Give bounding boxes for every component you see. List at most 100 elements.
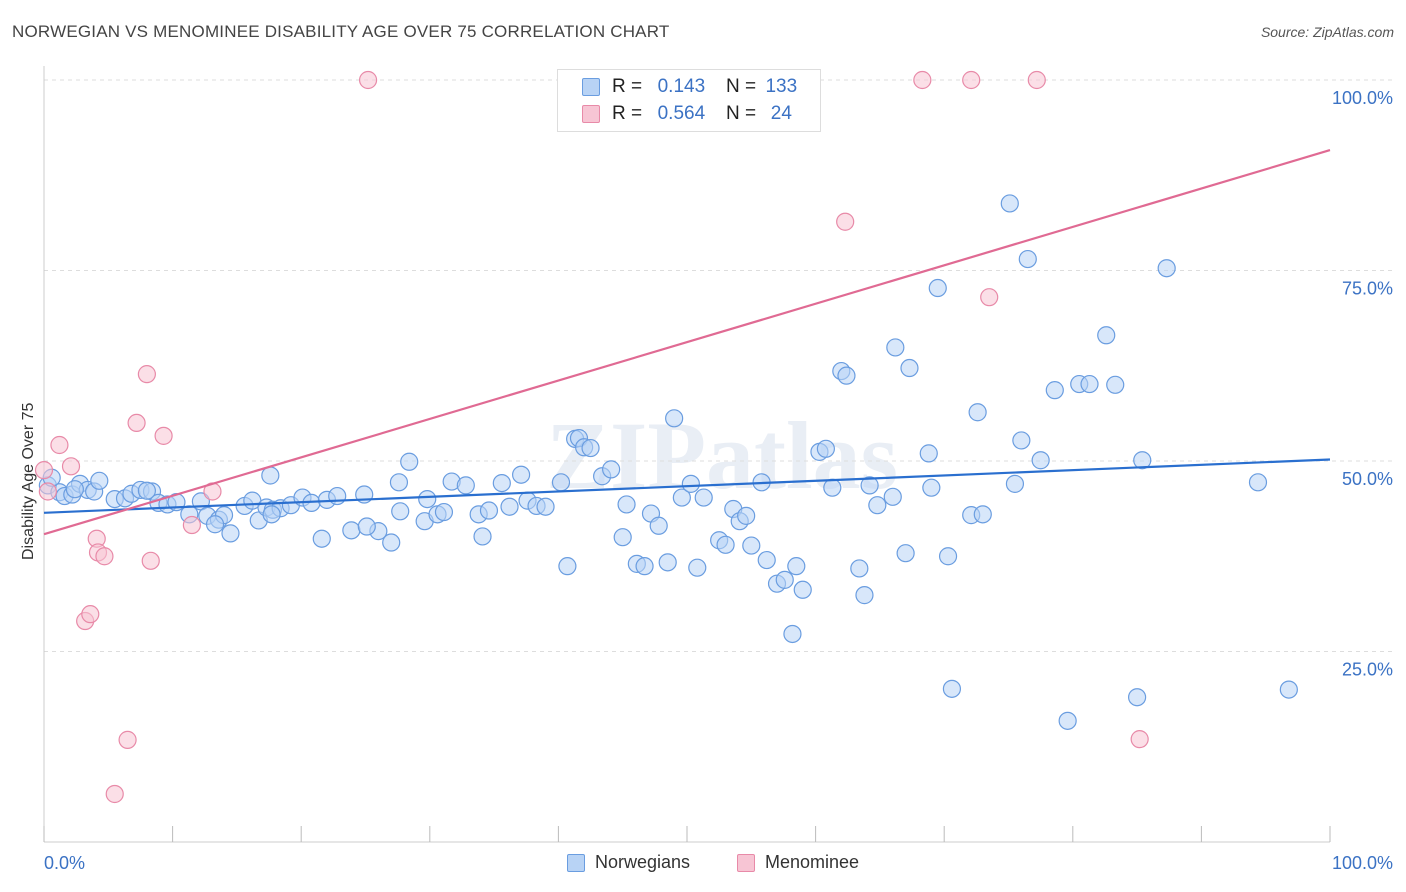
norwegians-point (1018, 249, 1037, 269)
norwegians-point (512, 465, 531, 484)
norwegians-point (473, 527, 492, 546)
norwegians-point (382, 533, 401, 552)
norwegians-point (919, 444, 938, 463)
norwegians-point (1097, 326, 1116, 345)
norwegians-point (1248, 473, 1268, 492)
norwegians-point (500, 497, 519, 516)
axes (43, 66, 1331, 843)
legend-row-norwegians: R = 0.143 N = 133 (582, 76, 801, 98)
norwegians-point (649, 516, 668, 535)
watermark: ZIPatlas (546, 402, 898, 509)
norwegians-point (558, 557, 577, 576)
norwegians-point (1058, 711, 1077, 730)
menominee-legend-swatch (737, 853, 755, 872)
norwegians-point (1127, 688, 1147, 707)
chart-title: NORWEGIAN VS MENOMINEE DISABILITY AGE OV… (12, 22, 670, 41)
norwegians-point (65, 480, 84, 499)
legend-label-menominee: Menominee (765, 852, 860, 872)
menominee-point (1027, 70, 1046, 90)
norwegians-point (1005, 474, 1025, 493)
norwegians-point (357, 517, 376, 536)
norwegians-point (581, 438, 600, 458)
norwegians-point (1080, 374, 1099, 394)
legend-r-label: R = (612, 76, 643, 97)
menominee-point (1130, 730, 1149, 749)
norwegians-point (137, 481, 156, 500)
menominee-point (182, 515, 201, 535)
norwegians-point (312, 529, 331, 548)
norwegians-point (551, 473, 571, 492)
norwegians-point (850, 559, 869, 578)
norwegians-point (1133, 451, 1152, 470)
norwegians-point (1000, 194, 1019, 213)
y-tick-label: 25.0% (1342, 660, 1393, 680)
norwegians-point (973, 505, 992, 524)
y-tick-label: 100.0% (1332, 88, 1393, 108)
norwegians-point (400, 452, 419, 471)
norwegians-point (837, 366, 856, 385)
norwegians-point (492, 473, 511, 493)
y-tick-label: 75.0% (1342, 279, 1393, 299)
norwegians-point (602, 460, 621, 479)
legend-item-norwegians: Norwegians (567, 852, 690, 873)
norwegians-point (262, 505, 281, 524)
norwegians-point (342, 521, 361, 540)
norwegians-point (389, 473, 409, 492)
menominee-point (137, 365, 156, 384)
menominee-point (61, 457, 81, 476)
legend-r-value: 0.143 (657, 76, 706, 97)
menominee-point (836, 212, 855, 231)
norwegians-point (1279, 680, 1298, 699)
norwegians-point (613, 528, 632, 547)
norwegians-point (883, 487, 902, 506)
norwegians-point (688, 558, 707, 577)
legend-box: R = 0.143 N = 133 R = 0.564 N = 24 (557, 69, 821, 132)
norwegians-point (816, 439, 835, 458)
norwegians-point (823, 478, 842, 497)
menominee-point (38, 482, 57, 501)
norwegians-point (716, 535, 735, 554)
x-tick-label: 0.0% (44, 853, 85, 873)
legend-r-label: R = (612, 103, 643, 124)
x-tick-label: 100.0% (1332, 853, 1393, 873)
norwegians-point (261, 466, 280, 485)
menominee-swatch (582, 105, 600, 123)
legend-r-value: 0.564 (657, 103, 706, 124)
norwegians-point (900, 358, 919, 378)
menominee-point (913, 70, 932, 90)
norwegians-point (922, 478, 941, 497)
norwegians-point (896, 544, 915, 563)
grid-lines (44, 79, 1395, 652)
norwegians-point (536, 497, 555, 516)
norwegians-point (737, 506, 756, 525)
norwegians-legend-swatch (567, 853, 585, 872)
legend-n-label: N = (725, 103, 757, 124)
norwegians-point (617, 495, 636, 514)
trend-lines (43, 149, 1331, 536)
norwegians-point (1045, 381, 1064, 400)
norwegians-point (1106, 375, 1125, 394)
tick-labels: 25.0% 50.0% 75.0% 100.0% 0.0% 100.0% (44, 88, 1393, 873)
norwegians-point (783, 624, 802, 644)
menominee-point (95, 547, 114, 566)
norwegians-point (775, 570, 794, 589)
norwegians-swatch (582, 78, 600, 96)
norwegians-point (938, 547, 958, 566)
menominee-points (34, 70, 1149, 804)
legend-n-label: N = (725, 76, 757, 97)
menominee-point (141, 551, 160, 570)
norwegians-point (658, 553, 677, 572)
norwegians-point (434, 502, 454, 522)
norwegians-point (205, 515, 225, 534)
norwegians-point (1157, 259, 1176, 278)
norwegians-point (757, 550, 776, 570)
norwegians-point (456, 476, 475, 495)
norwegians-point (787, 557, 806, 576)
norwegians-point (635, 557, 654, 576)
norwegians-point (90, 471, 109, 490)
menominee-point (980, 288, 999, 307)
menominee-point (81, 605, 100, 624)
norwegians-point (855, 586, 874, 605)
norwegians-point (221, 524, 240, 543)
